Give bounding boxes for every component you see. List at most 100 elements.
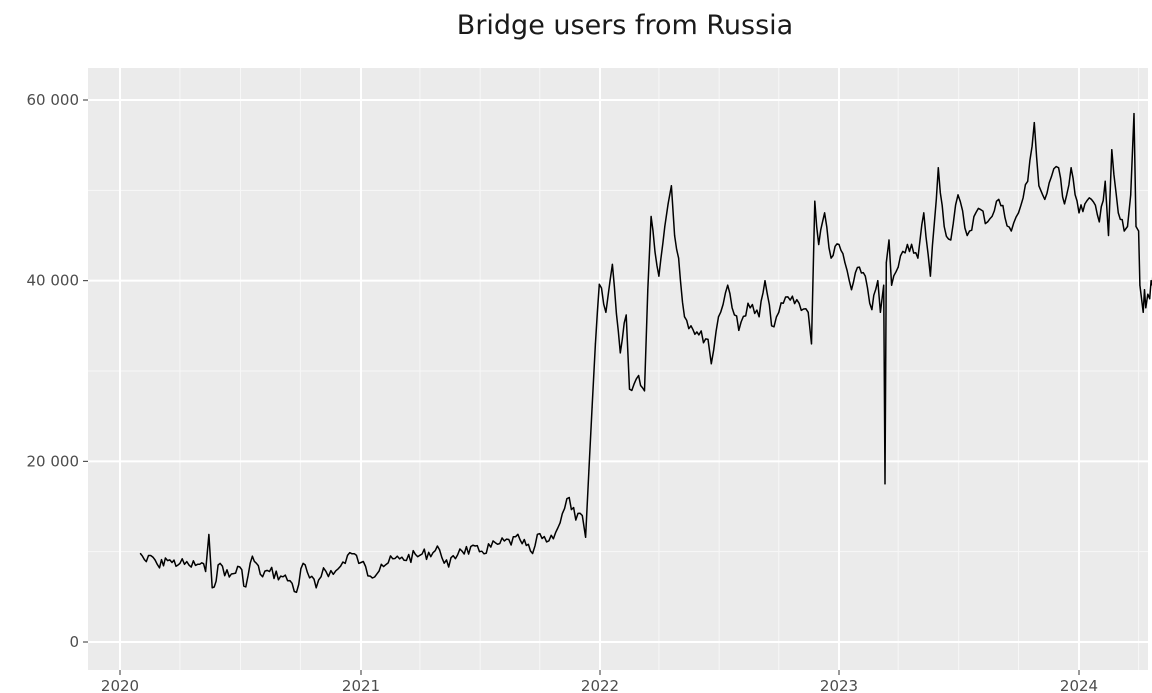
data-point (937, 167, 939, 169)
data-point (211, 587, 213, 589)
data-point (1135, 225, 1137, 228)
data-point (638, 374, 640, 377)
y-axis: 0 20 000 40 000 60 000 (27, 91, 88, 651)
data-point (683, 316, 686, 318)
data-point (199, 563, 201, 565)
data-point (295, 591, 298, 593)
x-axis: 2020 2021 2022 2023 2024 (101, 670, 1098, 693)
y-tick-label: 60 000 (27, 91, 80, 109)
data-point (1027, 180, 1029, 182)
data-point (710, 363, 712, 365)
series-group (139, 112, 1152, 594)
data-point (977, 207, 980, 209)
chart-title: Bridge users from Russia (456, 10, 794, 41)
x-tick-label: 2024 (1060, 677, 1098, 693)
data-point (349, 552, 351, 554)
data-point (302, 562, 304, 565)
data-point (139, 552, 141, 555)
data-point (611, 263, 614, 265)
minor-gridlines (88, 68, 1148, 670)
data-point (906, 243, 909, 246)
data-point (380, 563, 382, 565)
data-point (717, 316, 720, 318)
data-point (698, 334, 700, 336)
data-point (559, 522, 561, 524)
data-point (814, 200, 816, 202)
data-point (459, 548, 461, 550)
data-point (707, 338, 709, 340)
data-point (1090, 198, 1092, 200)
data-point (1038, 185, 1040, 187)
data-point (658, 275, 660, 277)
data-point (268, 570, 271, 573)
data-point (818, 243, 820, 246)
data-point (1138, 230, 1140, 232)
data-point (650, 215, 652, 218)
data-point (897, 266, 899, 268)
data-point (289, 580, 291, 582)
data-point (188, 564, 190, 566)
y-tick-label: 20 000 (27, 452, 80, 470)
data-point (259, 573, 261, 575)
data-point (598, 283, 600, 285)
data-point (332, 573, 334, 575)
data-point (667, 203, 669, 205)
data-point (1058, 167, 1060, 169)
data-point (309, 577, 311, 579)
data-point (864, 275, 866, 277)
data-point (568, 496, 570, 499)
data-point (369, 575, 371, 577)
data-point (499, 542, 501, 545)
data-point (619, 352, 621, 354)
data-point (738, 329, 740, 331)
data-point (208, 533, 210, 536)
data-point (588, 469, 590, 471)
data-point (885, 262, 887, 264)
data-point (478, 551, 481, 553)
data-point (807, 311, 809, 313)
data-point (838, 243, 840, 246)
data-point (1010, 230, 1012, 232)
data-point (1063, 203, 1066, 205)
data-point (747, 302, 749, 304)
data-point (1017, 212, 1020, 214)
data-point (943, 225, 945, 228)
data-point (877, 280, 879, 282)
data-point (591, 406, 593, 408)
data-point (322, 567, 325, 569)
data-point (670, 185, 673, 187)
data-point (419, 554, 421, 556)
data-point (678, 257, 680, 259)
data-point (1145, 307, 1147, 309)
data-point (594, 343, 597, 345)
data-point (340, 565, 342, 567)
data-point (923, 212, 925, 214)
data-point (539, 533, 541, 535)
data-point (929, 275, 932, 277)
data-point (605, 311, 607, 313)
x-tick-label: 2021 (342, 677, 380, 693)
data-point (315, 587, 317, 589)
data-point (987, 221, 989, 223)
data-point (245, 586, 247, 588)
data-point (239, 566, 241, 568)
plot-panel (88, 68, 1148, 670)
data-point (891, 284, 893, 286)
data-point (998, 198, 1000, 200)
data-point (917, 257, 919, 259)
data-point (888, 239, 890, 241)
data-point (205, 570, 207, 573)
data-point (1126, 225, 1129, 228)
data-point (179, 562, 181, 565)
data-point (771, 325, 773, 327)
data-point (1098, 221, 1100, 223)
data-point (158, 567, 161, 569)
data-point (548, 540, 550, 542)
data-point (532, 552, 534, 555)
x-tick-label: 2022 (581, 677, 619, 693)
data-point (830, 257, 832, 259)
data-point (1111, 149, 1113, 151)
data-point (1117, 212, 1119, 214)
data-point (1147, 293, 1149, 295)
